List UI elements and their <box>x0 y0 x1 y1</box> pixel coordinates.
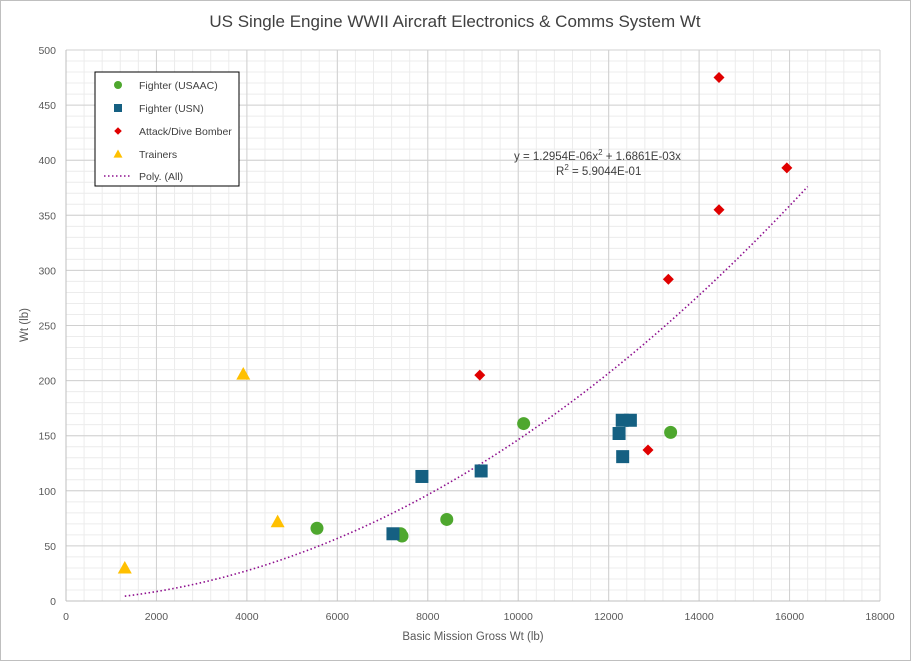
legend-marker <box>114 81 122 89</box>
y-tick-label: 50 <box>44 541 56 553</box>
x-tick-label: 14000 <box>685 611 714 623</box>
legend-label: Poly. (All) <box>139 171 183 183</box>
y-tick-label: 200 <box>38 376 56 388</box>
y-tick-label: 500 <box>38 45 56 57</box>
data-point-diamond <box>474 369 486 381</box>
data-point-diamond <box>662 273 674 285</box>
x-tick-labels: 0 2000 4000 6000 8000 10000 12000 14000 16000 180… <box>63 611 895 623</box>
data-point-triangle <box>270 514 285 528</box>
y-tick-labels: 0 50 100 150 200 250 300 350 400 450 500 <box>38 45 56 608</box>
data-point-square <box>616 450 630 464</box>
data-point-circle <box>310 521 324 535</box>
data-point-triangle <box>117 560 132 574</box>
legend-label: Fighter (USAAC) <box>139 80 218 92</box>
trendline-equation: y = 1.2954E-06x2 + 1.6861E-03x R2 = 5.90… <box>514 148 681 178</box>
y-tick-label: 300 <box>38 265 56 277</box>
y-tick-label: 400 <box>38 155 56 167</box>
data-point-circle <box>517 417 531 431</box>
legend-marker <box>113 149 123 158</box>
legend-label: Trainers <box>139 149 177 161</box>
data-point-square <box>386 527 400 541</box>
data-point-diamond <box>713 204 725 216</box>
y-tick-label: 150 <box>38 431 56 443</box>
chart-title: US Single Engine WWII Aircraft Electroni… <box>209 12 701 31</box>
data-point-square <box>415 469 429 483</box>
legend-marker <box>114 127 122 135</box>
data-point-diamond <box>781 162 793 174</box>
data-point-square <box>612 426 626 440</box>
legend-label: Fighter (USN) <box>139 103 204 115</box>
x-tick-label: 18000 <box>865 611 894 623</box>
legend-marker <box>114 104 122 112</box>
data-point-diamond <box>642 444 654 456</box>
y-tick-label: 100 <box>38 486 56 498</box>
x-tick-label: 6000 <box>326 611 350 623</box>
y-tick-label: 0 <box>50 596 56 608</box>
y-tick-label: 250 <box>38 321 56 333</box>
x-tick-label: 2000 <box>145 611 169 623</box>
x-tick-label: 10000 <box>504 611 533 623</box>
data-point-square <box>623 413 637 427</box>
x-tick-label: 16000 <box>775 611 804 623</box>
x-tick-label: 8000 <box>416 611 440 623</box>
legend: Fighter (USAAC) Fighter (USN) Attack/Dive … <box>94 71 240 187</box>
x-tick-label: 12000 <box>594 611 623 623</box>
x-tick-label: 0 <box>63 611 69 623</box>
x-tick-label: 4000 <box>235 611 259 623</box>
data-point-square <box>474 464 488 478</box>
data-point-circle <box>440 512 454 526</box>
y-axis-label: Wt (lb) <box>19 308 31 342</box>
data-point-circle <box>664 425 678 439</box>
equation-line: y = 1.2954E-06x2 + 1.6861E-03x <box>514 148 681 163</box>
y-tick-label: 450 <box>38 100 56 112</box>
r-squared-line: R2 = 5.9044E-01 <box>556 163 641 178</box>
data-markers <box>117 72 793 574</box>
legend-label: Attack/Dive Bomber <box>139 126 232 138</box>
x-axis-label: Basic Mission Gross Wt (lb) <box>402 631 543 643</box>
y-tick-label: 350 <box>38 210 56 222</box>
data-point-triangle <box>236 366 251 380</box>
trendline <box>124 186 809 597</box>
data-point-diamond <box>713 72 725 84</box>
